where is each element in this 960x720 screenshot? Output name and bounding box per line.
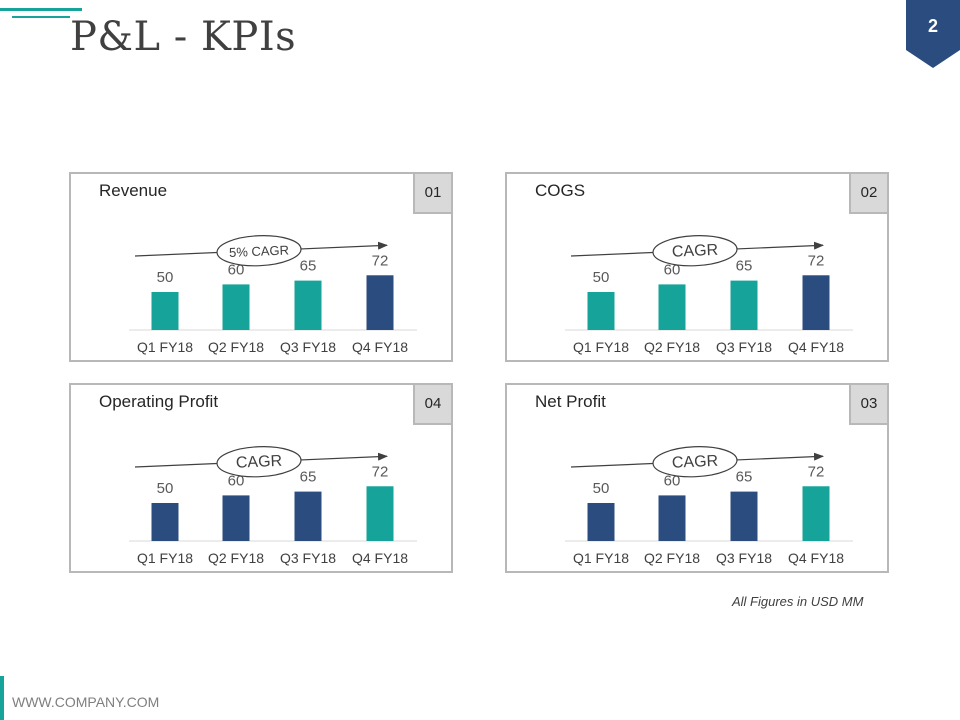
kpi-panel-cogs: 50 Q1 FY18 60 Q2 FY18 65 Q3 FY18 72 Q4 FY18 CAGR… bbox=[505, 172, 889, 362]
kpi-panel-net-profit: 50 Q1 FY18 60 Q2 FY18 65 Q3 FY18 72 Q4 FY18 CAGR… bbox=[505, 383, 889, 573]
bar-q2-fy18 bbox=[658, 284, 686, 330]
cagr-text: CAGR bbox=[672, 453, 719, 472]
x-tick-label: Q4 FY18 bbox=[788, 550, 844, 566]
data-label: 50 bbox=[157, 269, 174, 286]
x-tick-label: Q4 FY18 bbox=[352, 339, 408, 355]
x-tick-label: Q4 FY18 bbox=[788, 339, 844, 355]
data-label: 60 bbox=[228, 472, 245, 489]
x-tick-label: Q2 FY18 bbox=[644, 339, 700, 355]
panel-title: COGS bbox=[535, 181, 586, 200]
data-label: 72 bbox=[808, 463, 825, 480]
x-tick-label: Q1 FY18 bbox=[573, 550, 629, 566]
x-tick-label: Q3 FY18 bbox=[280, 550, 336, 566]
panel-title: Revenue bbox=[99, 181, 168, 200]
x-tick-label: Q3 FY18 bbox=[716, 339, 772, 355]
accent-line bbox=[0, 8, 82, 11]
data-label: 60 bbox=[228, 261, 245, 278]
x-tick-label: Q1 FY18 bbox=[137, 550, 193, 566]
x-tick-label: Q3 FY18 bbox=[716, 550, 772, 566]
bar-q4-fy18 bbox=[802, 275, 830, 330]
data-label: 50 bbox=[593, 480, 610, 497]
bar-q2-fy18 bbox=[658, 495, 686, 541]
bar-q4-fy18 bbox=[366, 275, 394, 330]
x-tick-label: Q2 FY18 bbox=[208, 339, 264, 355]
kpi-panel-operating-profit: 50 Q1 FY18 60 Q2 FY18 65 Q3 FY18 72 Q4 FY18 CAGR… bbox=[69, 383, 453, 573]
kpi-panel-revenue: 50 Q1 FY18 60 Q2 FY18 65 Q3 FY18 72 Q4 FY18 5% C… bbox=[69, 172, 453, 362]
data-label: 65 bbox=[300, 258, 317, 275]
accent-line-short bbox=[12, 16, 70, 18]
data-label: 60 bbox=[664, 472, 681, 489]
cagr-ellipse bbox=[652, 446, 738, 478]
x-tick-label: Q2 FY18 bbox=[644, 550, 700, 566]
cagr-label-group: CAGR bbox=[652, 446, 738, 478]
revenue-chart: 50 Q1 FY18 60 Q2 FY18 65 Q3 FY18 72 Q4 FY18 5% C… bbox=[129, 235, 417, 355]
x-tick-label: Q4 FY18 bbox=[352, 550, 408, 566]
cagr-text: CAGR bbox=[672, 242, 719, 261]
cagr-text: 5% CAGR bbox=[229, 242, 290, 260]
panel-title: Net Profit bbox=[535, 392, 606, 411]
data-label: 65 bbox=[736, 469, 753, 486]
bar-q1-fy18 bbox=[587, 292, 615, 330]
data-label: 60 bbox=[664, 261, 681, 278]
cagr-ellipse bbox=[652, 235, 738, 267]
page-title: P&L - KPIs bbox=[70, 14, 297, 60]
bar-q3-fy18 bbox=[730, 280, 758, 330]
cagr-text: CAGR bbox=[236, 453, 283, 472]
cagr-label-group: 5% CAGR bbox=[216, 235, 302, 267]
bar-q1-fy18 bbox=[587, 503, 615, 541]
data-label: 50 bbox=[157, 480, 174, 497]
badge-shape bbox=[906, 0, 960, 68]
data-label: 65 bbox=[300, 469, 317, 486]
bar-q3-fy18 bbox=[730, 491, 758, 541]
data-label: 50 bbox=[593, 269, 610, 286]
cagr-ellipse bbox=[216, 235, 302, 267]
footer-accent-bar bbox=[0, 676, 4, 720]
data-label: 72 bbox=[372, 252, 389, 269]
cagr-ellipse bbox=[216, 446, 302, 478]
cagr-label-group: CAGR bbox=[652, 235, 738, 267]
cogs-chart: 50 Q1 FY18 60 Q2 FY18 65 Q3 FY18 72 Q4 FY18 CAGR bbox=[565, 235, 853, 355]
bar-q2-fy18 bbox=[222, 495, 250, 541]
bar-q2-fy18 bbox=[222, 284, 250, 330]
x-tick-label: Q1 FY18 bbox=[573, 339, 629, 355]
data-label: 72 bbox=[372, 463, 389, 480]
page-number: 2 bbox=[927, 16, 938, 36]
footer-website: WWW.COMPANY.COM bbox=[12, 694, 160, 710]
bar-q3-fy18 bbox=[294, 491, 322, 541]
data-label: 65 bbox=[736, 258, 753, 275]
panel-number: 02 bbox=[849, 174, 887, 214]
operating-profit-chart: 50 Q1 FY18 60 Q2 FY18 65 Q3 FY18 72 Q4 FY18 CAGR bbox=[129, 446, 417, 566]
x-tick-label: Q1 FY18 bbox=[137, 339, 193, 355]
panel-number: 03 bbox=[849, 385, 887, 425]
bar-q4-fy18 bbox=[802, 486, 830, 541]
bar-q1-fy18 bbox=[151, 503, 179, 541]
cagr-label-group: CAGR bbox=[216, 446, 302, 478]
page-number-badge: 2 bbox=[906, 0, 960, 68]
x-tick-label: Q3 FY18 bbox=[280, 339, 336, 355]
net-profit-chart: 50 Q1 FY18 60 Q2 FY18 65 Q3 FY18 72 Q4 FY18 CAGR bbox=[565, 446, 853, 566]
bar-q1-fy18 bbox=[151, 292, 179, 330]
panel-number: 01 bbox=[413, 174, 451, 214]
bar-q3-fy18 bbox=[294, 280, 322, 330]
x-tick-label: Q2 FY18 bbox=[208, 550, 264, 566]
panel-number: 04 bbox=[413, 385, 451, 425]
bar-q4-fy18 bbox=[366, 486, 394, 541]
units-footnote: All Figures in USD MM bbox=[732, 594, 864, 609]
data-label: 72 bbox=[808, 252, 825, 269]
panel-title: Operating Profit bbox=[99, 392, 219, 411]
